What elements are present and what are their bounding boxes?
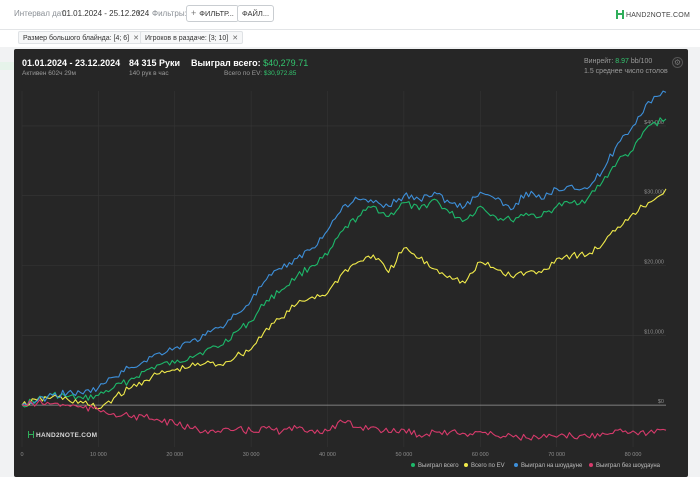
summary-active-time: Активен 602ч 29м <box>22 70 76 77</box>
filter-chip-label: Размер большого блайнда: [4; 6] <box>23 35 130 42</box>
winrate-value: 8.97 <box>615 58 629 65</box>
x-tick-label: 70 000 <box>548 452 565 458</box>
y-tick-label: $20,000 <box>644 260 664 266</box>
summary-won: Выиграл всего: $40,279.71 <box>191 58 308 68</box>
legend-item-total[interactable]: Выиграл всего <box>411 463 459 469</box>
won-value: $40,279.71 <box>263 58 309 68</box>
legend-dot <box>589 463 593 467</box>
x-tick-label: 40 000 <box>319 452 336 458</box>
winrate-label: Винрейт: <box>584 58 614 65</box>
file-button-label: ФАЙЛ... <box>242 9 270 18</box>
gear-icon[interactable]: ⚙ <box>672 57 683 68</box>
x-tick-label: 80 000 <box>625 452 642 458</box>
close-icon[interactable]: ✕ <box>232 35 239 42</box>
plus-icon: + <box>191 8 197 18</box>
series-line-1 <box>21 117 667 408</box>
brand-logo: HAND2NOTE.COM <box>615 10 690 19</box>
legend-label: Выиграл на шоудауне <box>521 463 583 469</box>
watermark-text: HAND2NOTE.COM <box>36 432 98 439</box>
sidebar-accent <box>0 62 14 70</box>
date-range-picker[interactable]: 01.01.2024 - 25.12.2024 <box>62 9 150 18</box>
x-tick-label: 10 000 <box>90 452 107 458</box>
close-icon[interactable]: ✕ <box>133 35 139 42</box>
summary-hands: 84 315 Руки <box>129 58 181 68</box>
x-tick-label: 50 000 <box>395 452 412 458</box>
filter-chip[interactable]: Размер большого блайнда: [4; 6] ✕ <box>18 31 144 44</box>
filter-button-label: ФИЛЬТР... <box>199 9 234 18</box>
legend-label: Выиграл без шоудауна <box>596 463 660 469</box>
chevron-down-icon[interactable]: ▾ <box>137 10 141 17</box>
logo-text: HAND2NOTE.COM <box>625 12 690 19</box>
legend-label: Всего по EV <box>471 463 505 469</box>
logo-icon <box>615 10 624 19</box>
filter-chip-label: Игроков в раздаче: [3; 10] <box>145 35 229 42</box>
legend-item-nonshowdown[interactable]: Выиграл без шоудауна <box>589 463 660 469</box>
series-line-3 <box>21 90 667 406</box>
chart-watermark: HAND2NOTE.COM <box>28 431 97 439</box>
series-line-4 <box>21 399 667 441</box>
ev-label: Всего по EV: <box>224 70 263 77</box>
filter-button[interactable]: + ФИЛЬТР... <box>186 5 239 22</box>
won-label: Выиграл всего: <box>191 58 261 68</box>
date-range-label: Интервал дат: <box>14 9 67 18</box>
summary-date-range: 01.01.2024 - 23.12.2024 <box>22 58 121 68</box>
profit-chart[interactable]: 0 10 000 20 000 30 000 40 000 50 000 60 000 70 … <box>14 49 688 477</box>
x-tick-label: 0 <box>20 452 23 458</box>
y-tick-label: $30,000 <box>644 190 664 196</box>
graph-panel: 01.01.2024 - 23.12.2024 Активен 602ч 29м… <box>14 49 688 477</box>
summary-winrate: Винрейт: 8.97 bb/100 <box>584 58 652 65</box>
winrate-unit: bb/100 <box>630 58 653 65</box>
summary-hands-rate: 140 рук в час <box>129 70 169 77</box>
y-tick-label: $10,000 <box>644 329 664 335</box>
legend-dot <box>464 463 468 467</box>
y-tick-label: $40,000 <box>644 120 664 126</box>
x-tick-label: 60 000 <box>472 452 489 458</box>
legend-dot <box>411 463 415 467</box>
filter-chip[interactable]: Игроков в раздаче: [3; 10] ✕ <box>140 31 244 44</box>
logo-icon <box>28 431 34 438</box>
legend-dot <box>514 463 518 467</box>
y-tick-label: $0 <box>658 399 664 405</box>
filters-label: Фильтры: <box>152 9 187 18</box>
x-tick-label: 20 000 <box>166 452 183 458</box>
legend-item-ev[interactable]: Всего по EV <box>464 463 505 469</box>
legend-item-showdown[interactable]: Выиграл на шоудауне <box>514 463 582 469</box>
summary-ev: Всего по EV: $30,972.85 <box>224 70 296 77</box>
legend-label: Выиграл всего <box>418 463 459 469</box>
ev-value: $30,972.85 <box>263 70 297 77</box>
x-tick-label: 30 000 <box>243 452 260 458</box>
active-filter-chips: Размер большого блайнда: [4; 6] ✕ Игроков… <box>0 30 700 47</box>
filter-toolbar: Интервал дат: 01.01.2024 - 25.12.2024 ▾ … <box>0 0 700 30</box>
summary-avg-tables: 1.5 среднее число столов <box>584 68 668 75</box>
file-button[interactable]: ФАЙЛ... <box>237 5 275 22</box>
series-line-2 <box>21 188 667 410</box>
